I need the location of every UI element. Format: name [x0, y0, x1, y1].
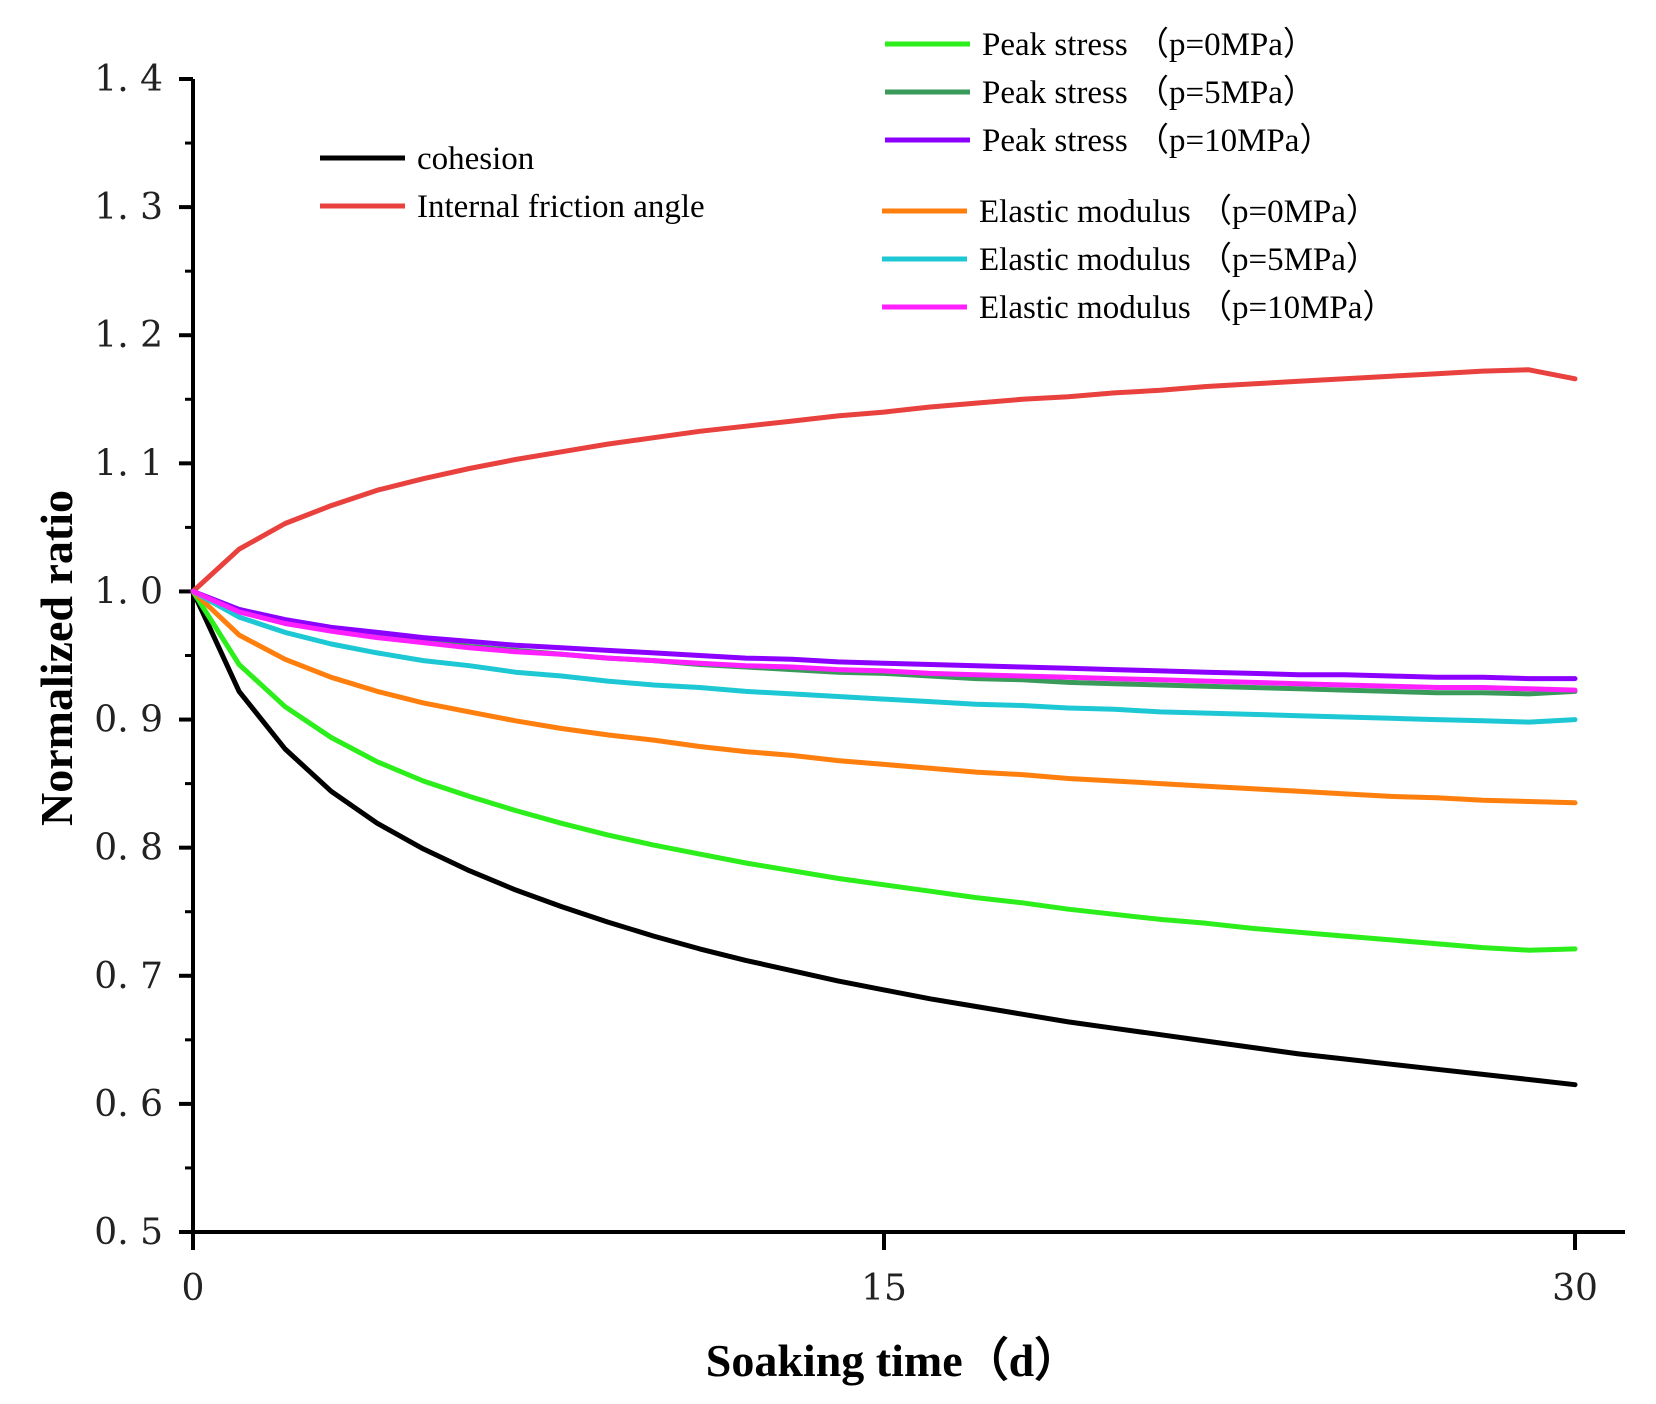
- y-tick-label: 1. 2: [94, 315, 163, 356]
- series-lines: [190, 367, 1578, 1088]
- x-axis-title: Soaking time（d）: [706, 1335, 1080, 1386]
- legend: cohesion Internal friction angle Peak stre…: [320, 27, 1395, 326]
- legend-label: Peak stress （p=0MPa）: [982, 27, 1316, 63]
- y-tick-label: 1. 1: [94, 443, 163, 484]
- axes: [191, 79, 1625, 1250]
- legend-label: Elastic modulus （p=0MPa）: [979, 194, 1379, 230]
- series-line-internal-friction-angle: [190, 367, 1578, 594]
- series-line-cohesion: [190, 588, 1578, 1088]
- legend-label: Elastic modulus （p=5MPa）: [979, 242, 1379, 278]
- y-tick-label: 0. 7: [94, 956, 163, 997]
- legend-label: Internal friction angle: [417, 189, 705, 225]
- y-tick-label: 0. 9: [94, 700, 163, 741]
- ticks: 0. 5 0. 6 0. 7 0. 8 0. 9 1. 0 1. 1 1. 2 1. 3 1. 4…: [94, 59, 1598, 1309]
- y-tick-label: 0. 8: [94, 828, 163, 869]
- legend-label: Elastic modulus （p=10MPa）: [979, 290, 1395, 326]
- x-tick-label: 30: [1552, 1268, 1598, 1309]
- series-line-peak-stress-p-10mpa: [190, 588, 1578, 682]
- y-tick-label: 0. 5: [94, 1212, 163, 1253]
- series-line-elastic-modulus-p-5mpa: [190, 588, 1578, 725]
- series-line-peak-stress-p-0mpa: [190, 588, 1578, 953]
- legend-label: Peak stress （p=5MPa）: [982, 75, 1316, 111]
- series-line-elastic-modulus-p-10mpa: [190, 588, 1578, 693]
- y-tick-label: 1. 4: [94, 59, 163, 100]
- legend-label: cohesion: [417, 141, 534, 177]
- y-tick-label: 1. 3: [94, 187, 163, 228]
- y-axis-title: Normalized ratio: [31, 490, 82, 826]
- x-tick-label: 0: [182, 1268, 205, 1309]
- y-tick-label: 0. 6: [94, 1084, 163, 1125]
- series-line-elastic-modulus-p-0mpa: [190, 588, 1578, 806]
- legend-label: Peak stress （p=10MPa）: [982, 123, 1332, 159]
- x-tick-label: 15: [861, 1268, 907, 1309]
- y-tick-label: 1. 0: [94, 571, 163, 612]
